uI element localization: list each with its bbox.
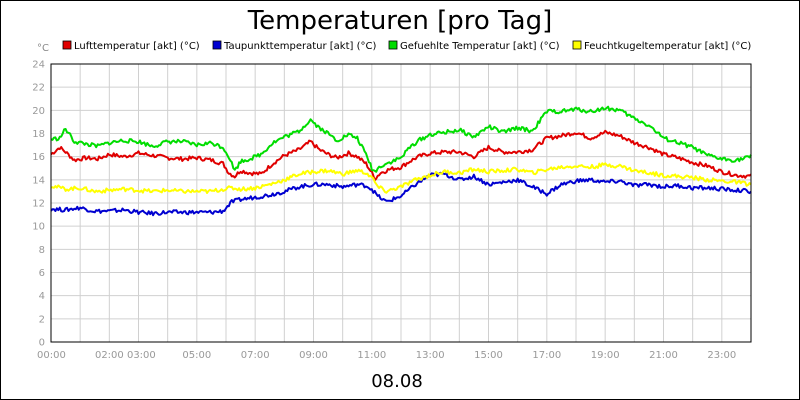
legend-label: Lufttemperatur [akt] (°C) — [74, 41, 200, 52]
legend-swatch — [212, 40, 222, 50]
legend-label: Gefuehlte Temperatur [akt] (°C) — [400, 41, 560, 52]
x-tick-label: 21:00 — [649, 350, 678, 361]
y-tick-label: 10 — [32, 222, 45, 233]
legend-swatch — [572, 40, 582, 50]
legend-swatch — [388, 40, 398, 50]
x-tick-label: 05:00 — [182, 350, 211, 361]
y-tick-label: 18 — [32, 129, 45, 140]
series-lines — [50, 105, 752, 217]
x-tick-label: 13:00 — [416, 350, 445, 361]
y-tick-label: 24 — [32, 60, 45, 71]
series-line-2 — [50, 171, 752, 217]
x-tick-label: 17:00 — [532, 350, 561, 361]
y-tick-label: 22 — [32, 83, 45, 94]
x-tick-label: 00:00 — [37, 350, 66, 361]
x-tick-label: 23:00 — [707, 350, 736, 361]
series-line-3 — [50, 105, 752, 173]
legend-label: Taupunkttemperatur [akt] (°C) — [223, 41, 376, 52]
y-tick-label: 20 — [32, 106, 45, 117]
y-tick-label: 0 — [39, 338, 45, 349]
y-axis-unit: °C — [37, 43, 49, 54]
x-tick-label: 19:00 — [591, 350, 620, 361]
grid — [51, 63, 751, 343]
series-line-4 — [50, 162, 752, 194]
chart-title: Temperaturen [pro Tag] — [247, 6, 553, 36]
x-tick-label: 11:00 — [357, 350, 386, 361]
y-tick-label: 6 — [39, 268, 45, 279]
x-tick-label: 15:00 — [474, 350, 503, 361]
y-tick-label: 14 — [32, 175, 45, 186]
y-tick-label: 8 — [39, 245, 45, 256]
legend-label: Feuchtkugeltemperatur [akt] (°C) — [584, 41, 751, 52]
y-tick-label: 2 — [39, 314, 45, 325]
y-tick-label: 16 — [32, 152, 45, 163]
legend: Lufttemperatur [akt] (°C) Taupunkttempera… — [62, 40, 751, 52]
y-tick-label: 12 — [32, 199, 45, 210]
x-tick-label: 07:00 — [241, 350, 270, 361]
x-tick-label: 02:00 03:00 — [95, 350, 156, 361]
legend-swatch — [62, 40, 72, 50]
series-line-1 — [50, 129, 752, 182]
x-tick-label: 09:00 — [299, 350, 328, 361]
date-label: 08.08 — [371, 371, 423, 392]
plot-area-border — [50, 63, 752, 343]
y-tick-label: 4 — [39, 291, 45, 302]
